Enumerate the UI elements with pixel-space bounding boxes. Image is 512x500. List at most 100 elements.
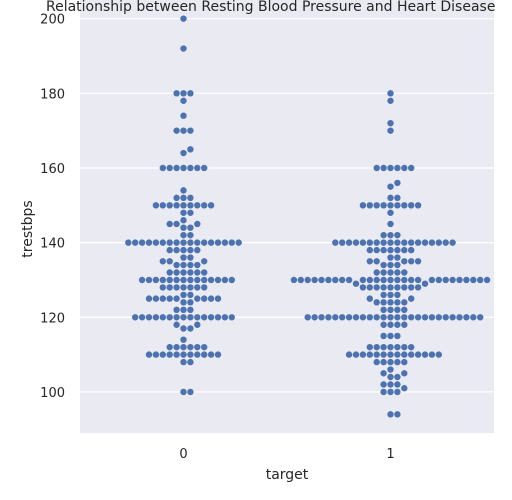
data-point <box>401 239 408 246</box>
data-point <box>387 321 394 328</box>
data-point <box>414 239 422 246</box>
data-point <box>332 314 339 321</box>
data-point <box>214 276 222 284</box>
x-tick-label: 0 <box>179 447 187 462</box>
data-point <box>194 314 201 321</box>
data-point <box>201 164 208 172</box>
data-point <box>159 202 166 209</box>
data-point <box>414 276 422 284</box>
data-point <box>387 388 394 396</box>
data-point <box>435 314 442 321</box>
plot-background <box>80 0 494 433</box>
data-point <box>180 202 187 209</box>
data-point <box>173 276 180 284</box>
data-point <box>180 15 187 22</box>
data-point <box>180 299 187 306</box>
data-point <box>394 343 401 351</box>
data-point <box>180 388 187 396</box>
data-point <box>394 373 401 381</box>
data-point <box>187 351 194 358</box>
data-point <box>470 314 477 321</box>
data-point <box>387 411 394 418</box>
data-point <box>194 239 201 246</box>
data-point <box>373 276 380 284</box>
data-point <box>366 343 373 351</box>
y-tick-label: 180 <box>40 87 65 102</box>
data-point <box>394 202 401 209</box>
data-point <box>138 239 146 246</box>
data-point <box>401 164 408 172</box>
data-point <box>414 351 422 358</box>
data-point <box>373 358 380 366</box>
data-point <box>187 254 194 261</box>
data-points <box>125 15 491 418</box>
data-point <box>387 332 394 340</box>
data-point <box>166 351 173 358</box>
data-point <box>180 127 187 134</box>
y-tick-label: 200 <box>40 13 65 28</box>
y-tick-labels: 100 120 140 160 180 200 <box>40 13 65 401</box>
data-point <box>201 295 208 302</box>
data-point <box>421 351 429 358</box>
data-point <box>366 314 373 321</box>
data-point <box>373 246 380 254</box>
data-point <box>380 164 387 172</box>
data-point <box>387 231 394 239</box>
data-point <box>166 202 173 209</box>
data-point <box>180 358 187 366</box>
data-point <box>166 164 173 172</box>
data-point <box>401 258 408 265</box>
data-point <box>394 321 401 328</box>
data-point <box>159 164 166 172</box>
data-point <box>187 306 194 314</box>
data-point <box>373 164 380 172</box>
data-point <box>187 284 194 291</box>
data-point <box>180 269 187 276</box>
data-point <box>180 325 187 332</box>
data-point <box>401 314 408 321</box>
data-point <box>380 276 387 284</box>
data-point <box>387 358 394 366</box>
data-point <box>408 276 415 284</box>
data-point <box>207 314 215 321</box>
data-point <box>201 343 208 351</box>
data-point <box>359 314 367 321</box>
data-point <box>207 239 215 246</box>
data-point <box>359 284 367 291</box>
data-point <box>408 284 415 291</box>
data-point <box>166 258 173 265</box>
data-point <box>187 261 194 269</box>
data-point <box>470 276 477 284</box>
data-point <box>180 306 187 314</box>
data-point <box>421 280 429 287</box>
data-point <box>401 343 408 351</box>
data-point <box>408 202 415 209</box>
data-point <box>228 239 235 246</box>
data-point <box>173 127 180 134</box>
data-point <box>173 90 180 97</box>
data-point <box>380 381 387 388</box>
data-point <box>387 269 394 276</box>
data-point <box>325 276 332 284</box>
data-point <box>221 239 229 246</box>
data-point <box>207 202 215 209</box>
data-point <box>187 276 194 284</box>
data-point <box>201 202 208 209</box>
data-point <box>166 343 173 351</box>
data-point <box>297 276 304 284</box>
data-point <box>173 246 180 254</box>
data-point <box>463 276 470 284</box>
data-point <box>373 284 380 291</box>
data-point <box>359 276 367 284</box>
data-point <box>166 246 173 254</box>
data-point <box>180 97 187 104</box>
data-point <box>180 336 187 343</box>
data-point <box>394 246 401 254</box>
data-point <box>345 314 353 321</box>
x-axis-label: target <box>266 467 309 483</box>
data-point <box>359 239 367 246</box>
data-point <box>152 239 160 246</box>
data-point <box>159 351 166 358</box>
data-point <box>187 164 194 172</box>
data-point <box>435 239 442 246</box>
